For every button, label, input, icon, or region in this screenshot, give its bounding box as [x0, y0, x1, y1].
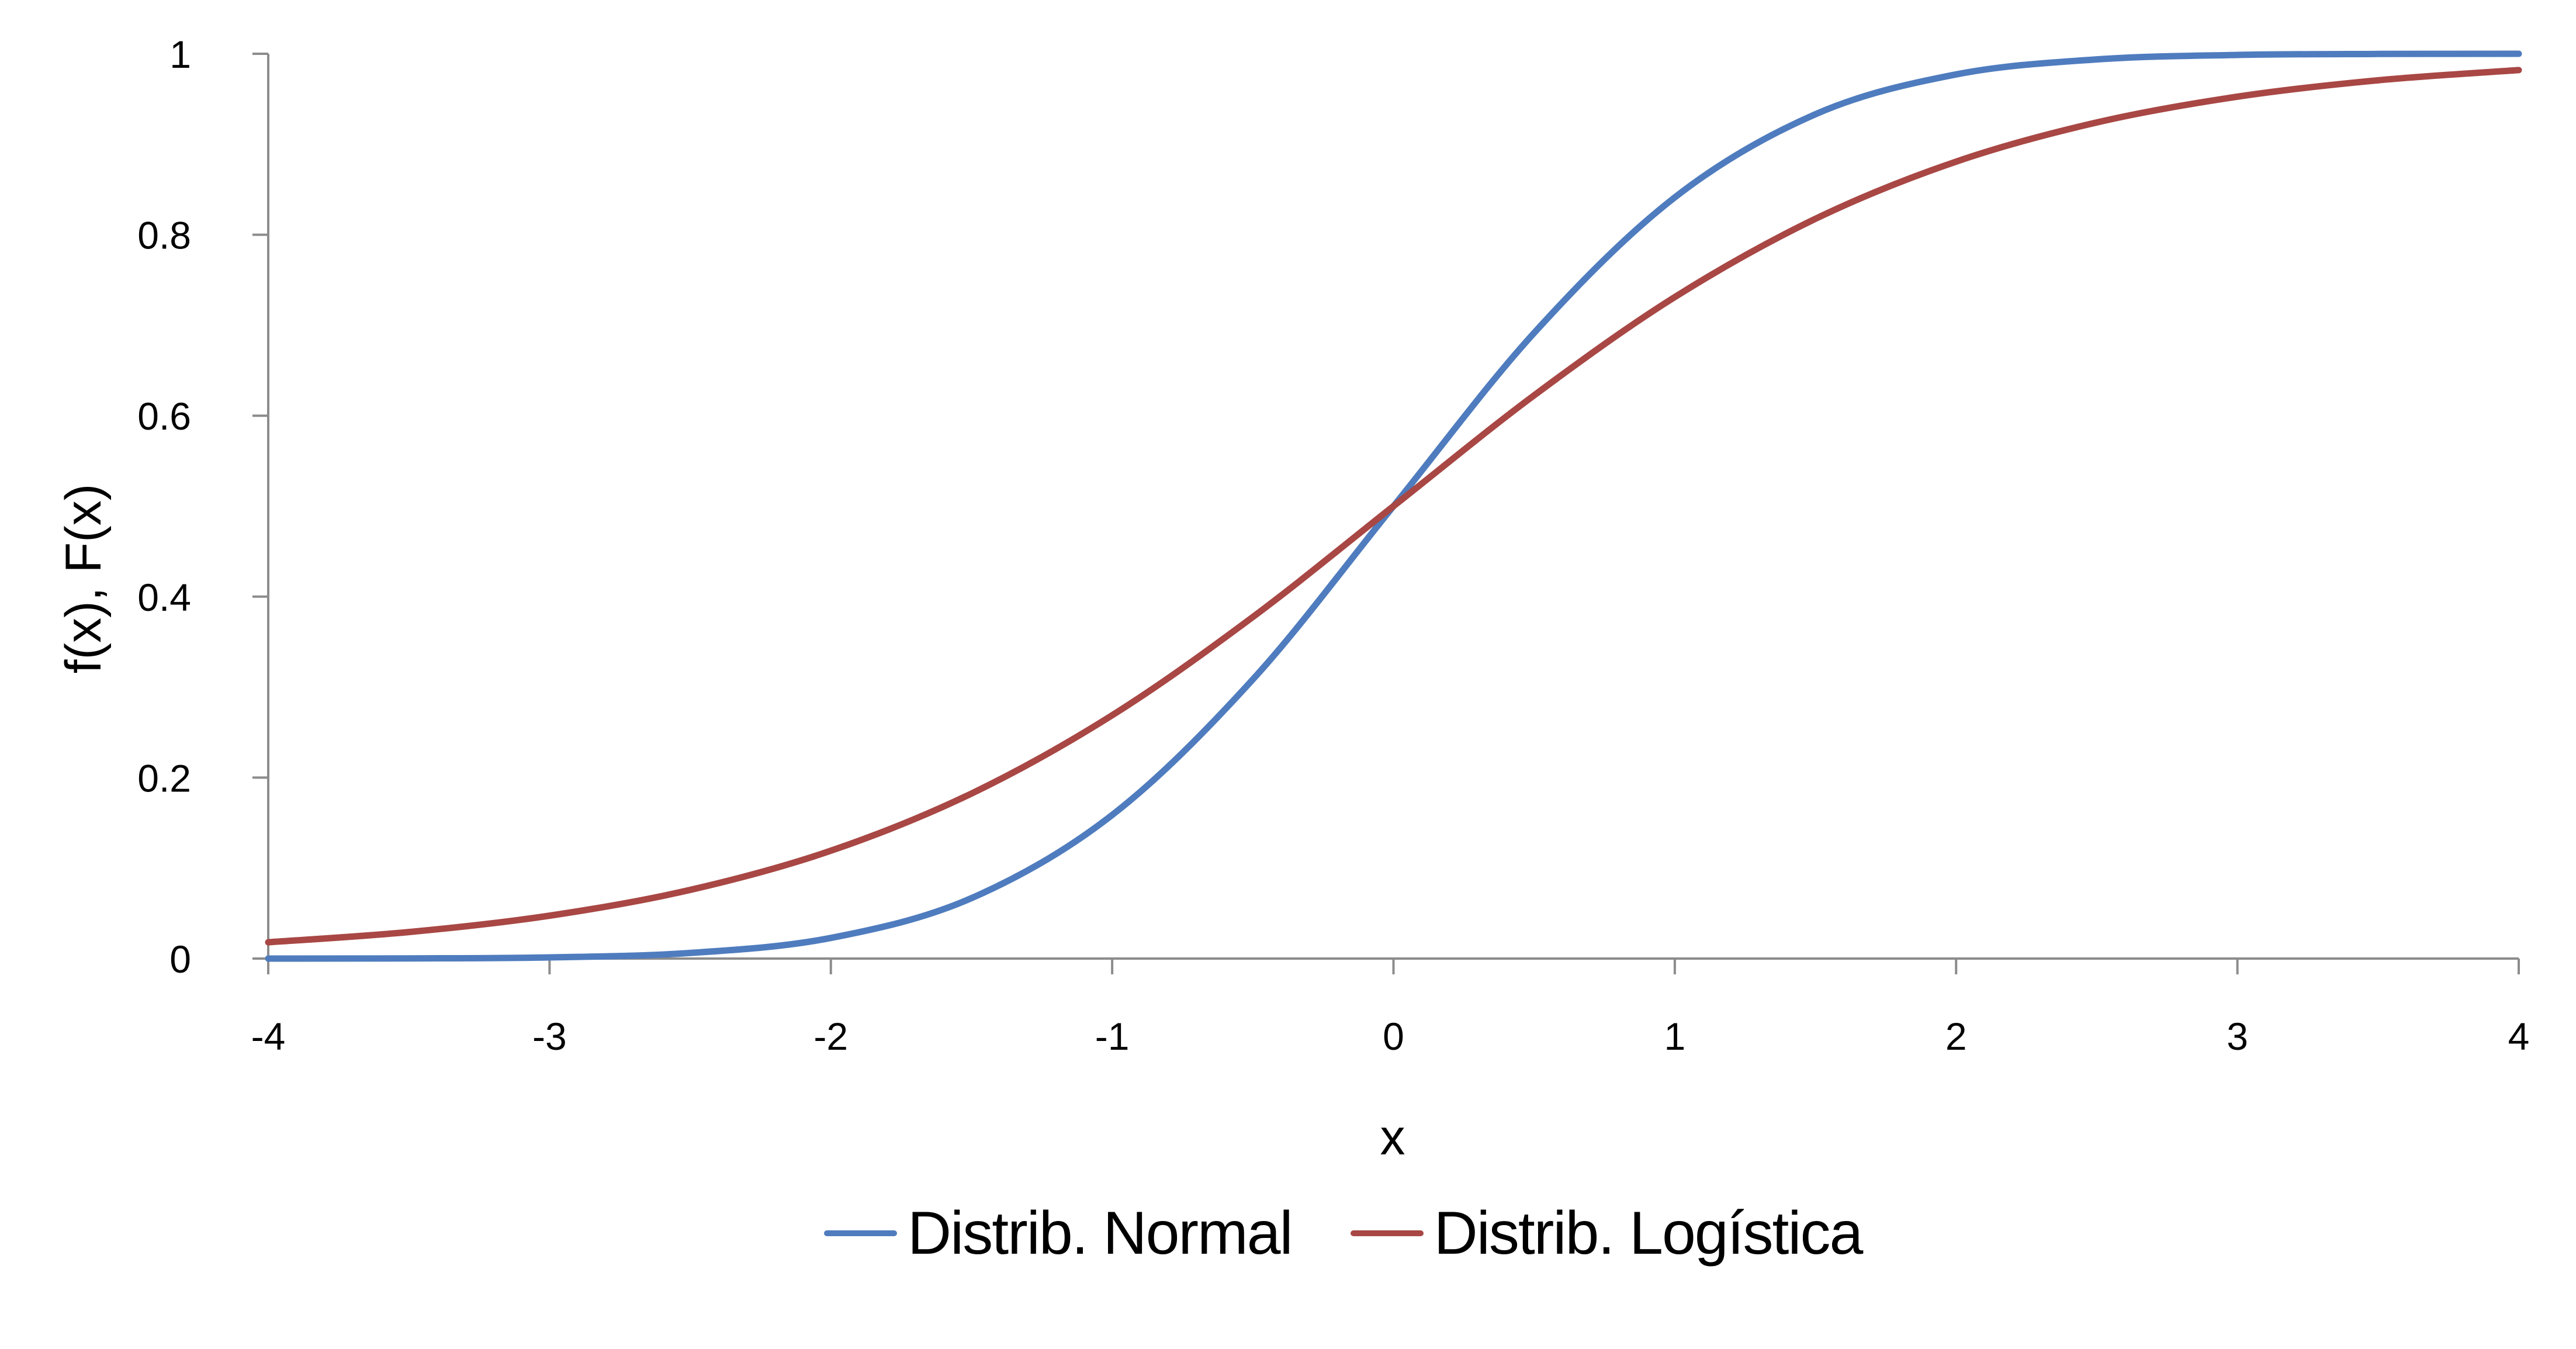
y-tick-label: 0.8 — [137, 214, 191, 257]
y-tick-label: 0.4 — [137, 576, 191, 619]
y-tick-label: 0 — [169, 938, 191, 981]
legend-line-icon — [824, 1230, 897, 1236]
y-tick-label: 0.6 — [137, 395, 191, 438]
y-axis: 0 0.2 0.4 0.6 0.8 1 — [137, 33, 269, 981]
y-tick-label: 0.2 — [137, 756, 191, 800]
plot-area — [265, 50, 2522, 962]
legend-label: Distrib. Logística — [1434, 1199, 1864, 1267]
x-tick-label: 1 — [1664, 1015, 1686, 1058]
legend-item-logistic[interactable]: Distrib. Logística — [1350, 1199, 1864, 1268]
x-tick-label: 4 — [2508, 1015, 2530, 1058]
series-line-1 — [265, 67, 2522, 946]
x-tick-label: -4 — [251, 1015, 286, 1058]
x-tick-label: -2 — [813, 1015, 848, 1058]
legend-item-normal[interactable]: Distrib. Normal — [824, 1199, 1293, 1268]
legend-line-icon — [1350, 1230, 1424, 1236]
legend-label: Distrib. Normal — [908, 1199, 1293, 1267]
legend: Distrib. Normal Distrib. Logística — [824, 1198, 1920, 1268]
x-axis-title: x — [1380, 1109, 1405, 1165]
x-tick-label: -1 — [1095, 1015, 1130, 1058]
y-tick-label: 1 — [169, 33, 191, 76]
x-tick-label: -3 — [532, 1015, 567, 1058]
x-axis: -4 -3 -2 -1 0 1 2 3 4 — [251, 957, 2530, 1058]
x-tick-label: 3 — [2227, 1015, 2248, 1058]
x-tick-label: 2 — [1945, 1015, 1967, 1058]
y-axis-title: f(x), F(x) — [56, 484, 112, 674]
x-tick-label: 0 — [1383, 1015, 1404, 1058]
